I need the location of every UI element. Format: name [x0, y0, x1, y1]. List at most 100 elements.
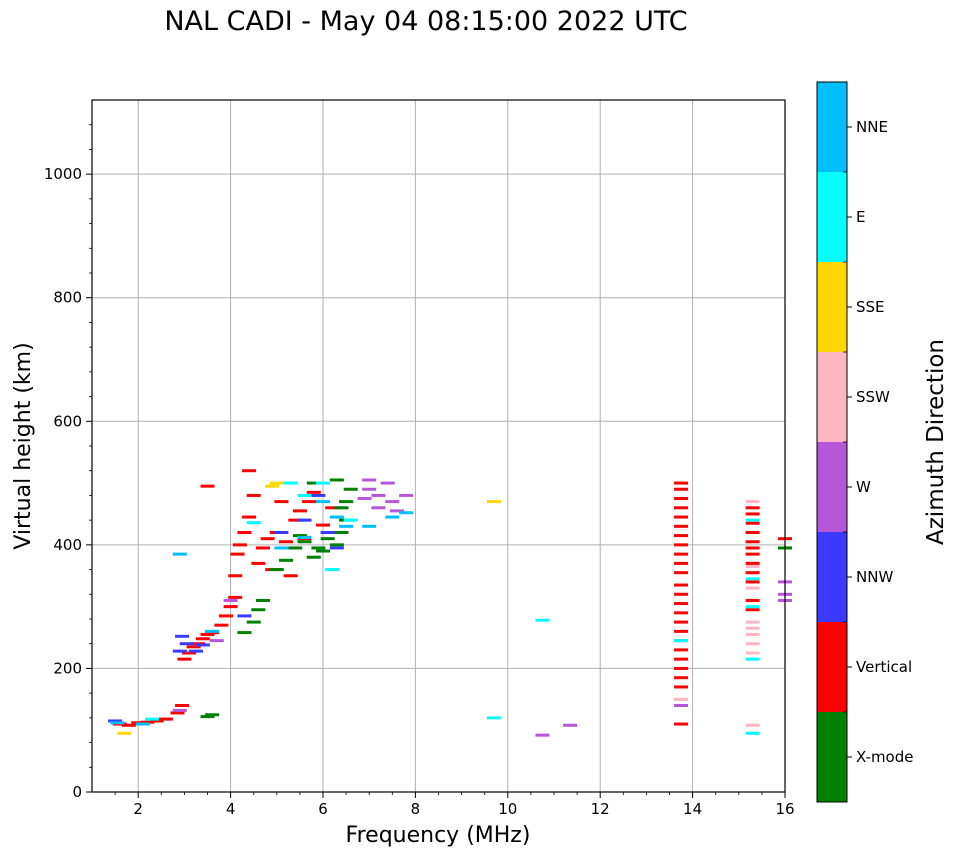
data-point-x-mode [288, 546, 303, 550]
data-point-ssw [745, 586, 760, 590]
colorbar-label: NNE [856, 118, 888, 136]
data-point-vertical [674, 666, 689, 670]
data-point-x-mode [269, 568, 284, 572]
data-point-vertical [674, 515, 689, 519]
x-tick-label: 12 [591, 800, 610, 818]
data-point-vertical [674, 592, 689, 596]
data-point-x-mode [334, 531, 349, 534]
grid-layer [92, 100, 785, 792]
data-point-w [371, 506, 386, 510]
y-tick-label: 0 [72, 783, 82, 801]
data-point-ssw [745, 642, 760, 646]
colorbar-label: NNW [856, 568, 893, 586]
data-point-e [674, 639, 689, 643]
data-point-w [362, 487, 377, 491]
data-point-nne [135, 722, 150, 726]
data-point-x-mode [200, 715, 215, 719]
data-point-vertical [288, 518, 303, 522]
data-point-e [325, 568, 340, 572]
data-point-e [316, 481, 330, 485]
data-point-vertical [745, 512, 760, 516]
data-point-w [563, 723, 578, 727]
colorbar-segment [817, 352, 847, 442]
data-point-ssw [674, 697, 689, 701]
data-point-vertical [292, 509, 307, 513]
data-point-e [343, 518, 358, 522]
data-point-vertical [121, 723, 136, 727]
data-point-nnw [329, 546, 344, 550]
data-point-vertical [279, 540, 294, 544]
data-point-ssw [745, 651, 760, 655]
x-tick-label: 8 [411, 800, 421, 818]
data-point-vertical [218, 614, 233, 618]
data-point-nnw [311, 493, 326, 497]
data-point-x-mode [205, 713, 220, 717]
data-point-vertical [745, 561, 760, 565]
data-point-w [223, 598, 238, 602]
data-point-ssw [745, 564, 760, 568]
data-point-nnw [188, 649, 203, 653]
data-point-e [745, 518, 760, 522]
data-point-ssw [745, 500, 760, 504]
data-point-vertical [283, 574, 298, 578]
colorbar-label: W [856, 478, 871, 496]
data-point-w [357, 497, 372, 501]
data-point-e [535, 618, 550, 622]
data-point-w [172, 708, 187, 712]
data-point-w [535, 733, 550, 737]
data-point-vertical [140, 720, 155, 724]
data-point-nnw [297, 518, 312, 522]
x-tick-label: 10 [498, 800, 517, 818]
data-point-nne [339, 524, 354, 528]
data-point-vertical [674, 648, 689, 652]
colorbar: X-mode Vertical NNW W SSW SSE E NNE [816, 81, 913, 803]
data-point-vertical [228, 574, 243, 578]
data-point-x-mode [329, 478, 344, 482]
y-tick-label: 600 [53, 412, 82, 430]
axis-layer: 2 4 6 8 10 12 14 16 0 200 400 600 800 1000 [44, 124, 795, 818]
data-point-vertical [674, 524, 689, 528]
y-tick-label: 800 [53, 289, 82, 307]
data-point-nnw [320, 531, 335, 534]
data-point-w [209, 639, 224, 643]
colorbar-label: Vertical [856, 658, 912, 676]
y-tick-label: 1000 [44, 165, 82, 183]
data-point-ssw [745, 632, 760, 636]
data-point-e [745, 577, 760, 581]
data-point-vertical [745, 571, 760, 575]
data-point-vertical [182, 651, 197, 655]
data-point-x-mode [292, 534, 307, 538]
colorbar-label: X-mode [856, 748, 913, 766]
data-point-e [145, 717, 160, 721]
data-point-vertical [251, 561, 266, 565]
data-point-nne [385, 515, 400, 519]
points-layer [108, 469, 792, 737]
data-point-x-mode [237, 631, 252, 635]
data-point-vertical [186, 645, 201, 649]
data-point-vertical [674, 629, 689, 633]
data-point-x-mode [279, 558, 294, 562]
data-point-vertical [674, 561, 689, 565]
data-point-vertical [200, 632, 215, 636]
data-point-e [246, 521, 261, 525]
colorbar-label: E [856, 208, 865, 226]
colorbar-title: Azimuth Direction [923, 339, 949, 545]
data-point-vertical [674, 583, 689, 587]
data-point-vertical [745, 531, 760, 534]
colorbar-segment [817, 622, 847, 712]
data-point-vertical [745, 608, 760, 612]
data-point-e [283, 481, 298, 485]
data-point-vertical [325, 506, 340, 510]
data-point-w [399, 493, 414, 497]
data-point-vertical [149, 719, 164, 723]
data-point-x-mode [334, 506, 349, 510]
data-point-vertical [745, 521, 760, 525]
data-point-vertical [674, 534, 689, 538]
data-point-vertical [195, 637, 210, 641]
data-point-nne [205, 629, 220, 633]
data-point-vertical [316, 523, 330, 527]
data-point-e [297, 493, 312, 497]
data-point-x-mode [306, 481, 321, 485]
data-point-x-mode [329, 543, 344, 547]
